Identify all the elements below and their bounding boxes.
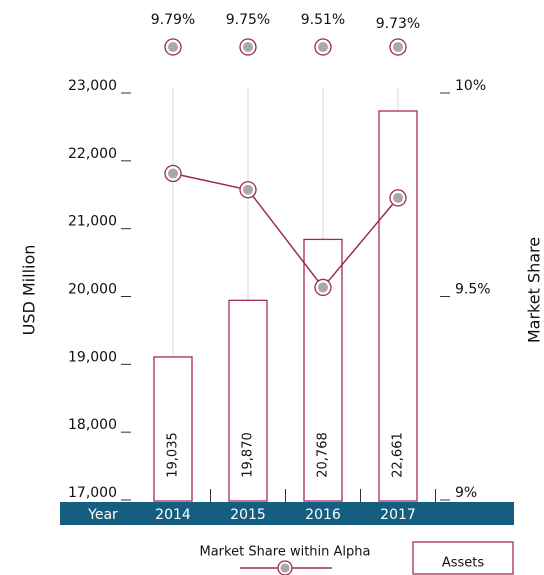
legend-box <box>412 541 514 575</box>
line <box>172 172 399 289</box>
bar-value-label: 19,035 <box>166 432 181 478</box>
y-tick-label: 20,000 <box>68 282 117 298</box>
y2-tick-label: 9% <box>455 485 477 501</box>
bar-value-label: 22,661 <box>391 432 406 478</box>
bar <box>228 299 268 502</box>
y-tick-label: 18,000 <box>68 417 117 433</box>
y-tick-label: 23,000 <box>68 78 117 94</box>
top-point-core <box>168 42 178 52</box>
y2-tick-label: 10% <box>455 78 486 94</box>
y2-axis-title: Market Share <box>525 237 544 343</box>
line-point-core <box>393 192 403 203</box>
x-axis-band <box>60 502 514 525</box>
top-value-label: 9.79% <box>151 12 195 28</box>
bar <box>378 110 418 502</box>
y2-tick-label: 9.5% <box>455 282 491 298</box>
bar-value-label: 19,870 <box>241 432 256 478</box>
top-value-label: 9.73% <box>376 16 420 32</box>
bar <box>153 356 193 502</box>
top-point-core <box>318 42 328 52</box>
top-point-core <box>393 42 403 52</box>
x-tick-label: 2015 <box>230 507 266 523</box>
x-tick-label: 2016 <box>305 507 341 523</box>
legend-label: Assets <box>442 556 485 571</box>
x-tick-label: 2017 <box>380 507 416 523</box>
line-point-core <box>318 282 328 293</box>
y-tick-label: 17,000 <box>68 485 117 501</box>
y-tick-label: 19,000 <box>68 349 117 365</box>
legend-point-core <box>280 563 290 573</box>
legend-label: Market Share within Alpha <box>200 545 371 560</box>
line-point-core <box>243 184 253 195</box>
top-value-label: 9.75% <box>226 12 270 28</box>
x-axis-label: Year <box>87 507 118 523</box>
y-tick-label: 21,000 <box>68 214 117 230</box>
y-tick-label: 22,000 <box>68 146 117 162</box>
x-tick-label: 2014 <box>155 507 191 523</box>
top-point-core <box>243 42 253 52</box>
top-value-label: 9.51% <box>301 12 345 28</box>
bar-value-label: 20,768 <box>316 432 331 478</box>
line-point-core <box>168 168 178 179</box>
y-axis-title: USD Million <box>20 245 39 336</box>
